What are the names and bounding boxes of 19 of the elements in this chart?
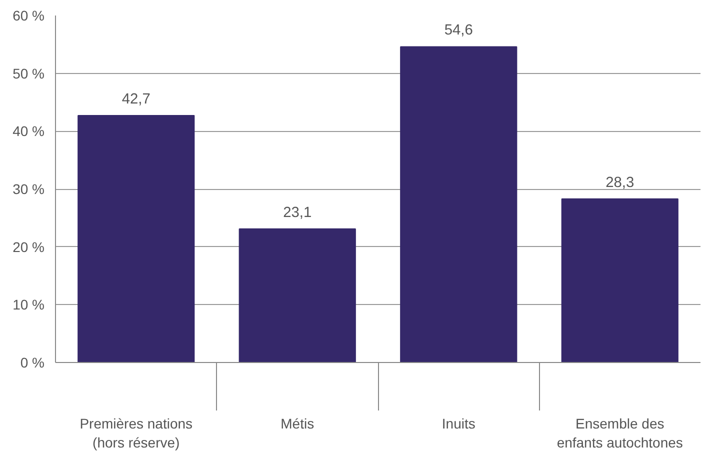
y-tick-label: 0 % [20,354,44,370]
x-tick-label: Premières nations (hors réserve) [80,416,193,451]
data-label: 28,3 [606,174,634,191]
x-tick-label: Inuits [442,416,476,432]
y-tick-label: 10 % [12,296,45,313]
bar [400,46,518,362]
bar [238,228,356,362]
y-tick-label: 30 % [12,181,45,197]
y-tick-label: 60 % [12,8,45,24]
y-tick-label: 40 % [12,123,45,140]
data-label: 54,6 [444,22,473,39]
y-tick-label: 20 % [12,238,45,255]
data-label: 23,1 [283,204,312,221]
bar [78,115,195,362]
x-tick-label: Métis [280,416,314,432]
x-tick-label: Ensemble des enfants autochtones [556,416,683,451]
bar [561,198,678,362]
y-tick-label: 50 % [12,65,45,82]
data-label: 42,7 [122,92,150,108]
